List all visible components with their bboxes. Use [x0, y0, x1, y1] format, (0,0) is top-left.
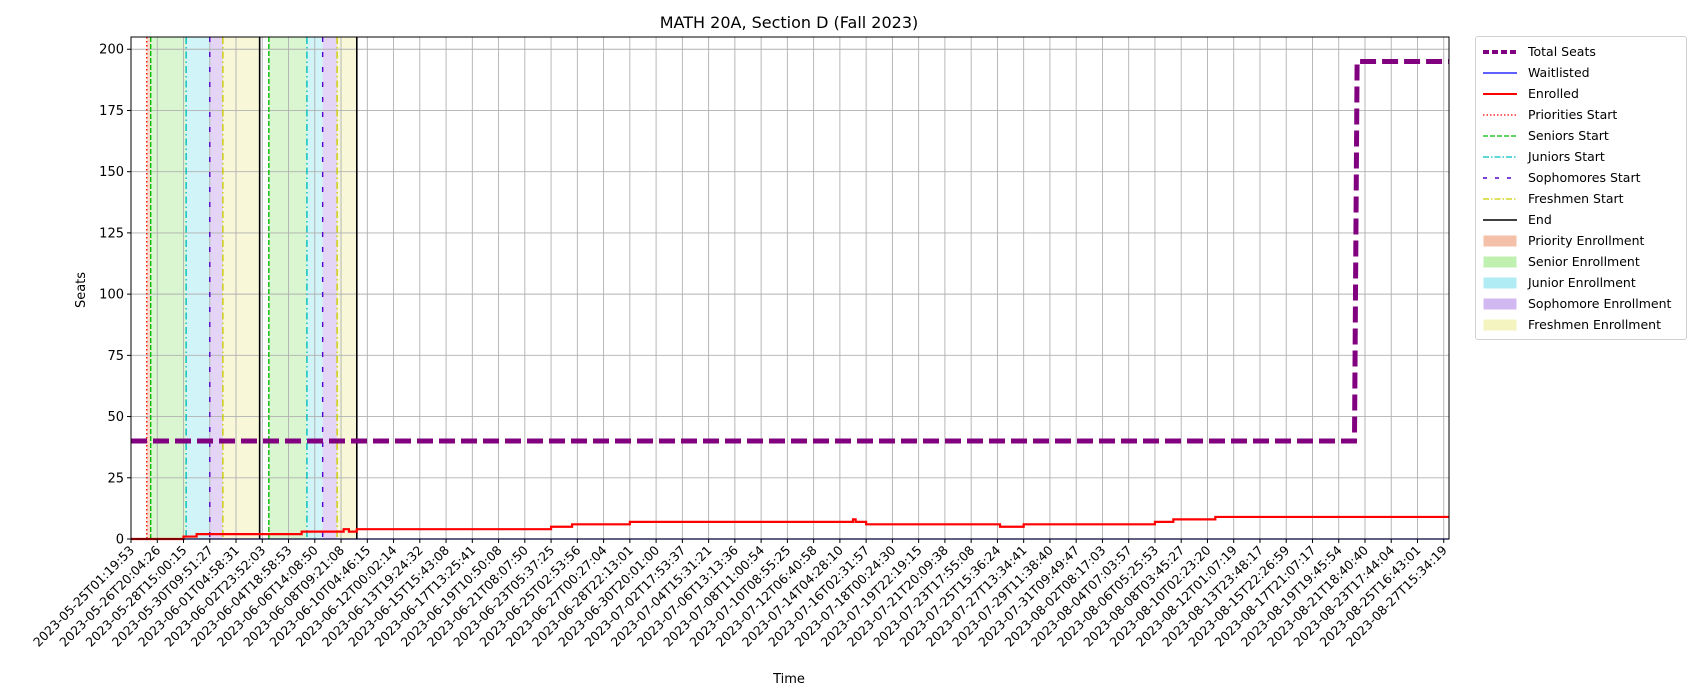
y-tick-label: 50: [107, 410, 124, 425]
legend-label: End: [1528, 212, 1552, 227]
legend-swatch: [1482, 213, 1518, 227]
legend-item-end: End: [1476, 209, 1686, 230]
y-tick-label: 200: [99, 43, 124, 58]
total-seats-series-line: [131, 58, 1449, 444]
legend-label: Seniors Start: [1528, 128, 1609, 143]
legend-label: Freshmen Enrollment: [1528, 317, 1662, 332]
chart-legend: Total Seats Waitlisted Enrolled Priorities …: [1475, 36, 1687, 340]
legend-item-priority-enrollment: Priority Enrollment: [1476, 230, 1686, 251]
legend-swatch: [1482, 108, 1518, 122]
legend-swatch: [1482, 66, 1518, 80]
legend-swatch: [1482, 150, 1518, 164]
legend-item-total-seats: Total Seats: [1476, 41, 1686, 62]
legend-item-enrolled: Enrolled: [1476, 83, 1686, 104]
legend-item-juniors-start: Juniors Start: [1476, 146, 1686, 167]
legend-item-seniors-start: Seniors Start: [1476, 125, 1686, 146]
y-tick-label: 100: [99, 288, 124, 303]
legend-swatch: [1482, 171, 1518, 185]
y-axis-label: Seats: [74, 272, 89, 308]
freshmen-enrollment-span-2: [337, 37, 357, 539]
legend-label: Priority Enrollment: [1528, 233, 1645, 248]
priority-enrollment-span-1: [146, 37, 151, 539]
legend-swatch: [1482, 129, 1518, 143]
legend-item-senior-enrollment: Senior Enrollment: [1476, 251, 1686, 272]
freshmen-enrollment-span-1: [222, 37, 260, 539]
legend-label: Junior Enrollment: [1528, 275, 1636, 290]
legend-label: Juniors Start: [1528, 149, 1605, 164]
legend-label: Sophomore Enrollment: [1528, 296, 1672, 311]
legend-label: Senior Enrollment: [1528, 254, 1640, 269]
y-tick-label: 75: [107, 349, 124, 364]
legend-label: Sophomores Start: [1528, 170, 1641, 185]
chart-title: MATH 20A, Section D (Fall 2023): [660, 13, 919, 32]
senior-enrollment-span-1: [150, 37, 187, 539]
legend-label: Priorities Start: [1528, 107, 1618, 122]
legend-item-freshmen-enrollment: Freshmen Enrollment: [1476, 314, 1686, 335]
plot-area: 02550751001251501752002023-05-25T01:19:5…: [30, 36, 1450, 650]
legend-swatch: [1482, 318, 1518, 332]
y-tick-label: 175: [99, 104, 124, 119]
legend-item-freshmen-start: Freshmen Start: [1476, 188, 1686, 209]
legend-swatch: [1482, 297, 1518, 311]
y-tick-label: 25: [107, 471, 124, 486]
legend-swatch: [1482, 276, 1518, 290]
legend-item-waitlisted: Waitlisted: [1476, 62, 1686, 83]
legend-label: Freshmen Start: [1528, 191, 1624, 206]
legend-item-sophomore-enrollment: Sophomore Enrollment: [1476, 293, 1686, 314]
legend-label: Total Seats: [1528, 44, 1596, 59]
legend-swatch: [1482, 45, 1518, 59]
senior-enrollment-span-2: [268, 37, 307, 539]
sophomore-enrollment-span-1: [209, 37, 223, 539]
y-tick-label: 150: [99, 165, 124, 180]
legend-label: Waitlisted: [1528, 65, 1590, 80]
junior-enrollment-span-1: [186, 37, 210, 539]
legend-item-sophomores-start: Sophomores Start: [1476, 167, 1686, 188]
x-axis-label: Time: [772, 672, 805, 687]
plot-frame: [130, 36, 1450, 540]
legend-swatch: [1482, 87, 1518, 101]
legend-swatch: [1482, 255, 1518, 269]
enrolled-series-line: [131, 515, 1449, 541]
legend-label: Enrolled: [1528, 86, 1579, 101]
sophomore-enrollment-span-2: [322, 37, 338, 539]
legend-item-priorities-start: Priorities Start: [1476, 104, 1686, 125]
legend-swatch: [1482, 192, 1518, 206]
legend-swatch: [1482, 234, 1518, 248]
y-tick-label: 125: [99, 226, 124, 241]
legend-item-junior-enrollment: Junior Enrollment: [1476, 272, 1686, 293]
y-tick-label: 0: [116, 533, 124, 548]
